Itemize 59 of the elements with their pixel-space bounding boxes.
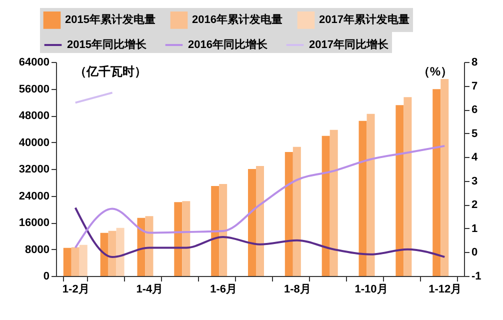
bar (100, 232, 108, 276)
bar (284, 152, 293, 276)
legend-label: 2015年累计发电量 (65, 13, 156, 26)
y2-tick-label: 6 (472, 104, 478, 116)
bar (145, 216, 154, 276)
bar (248, 169, 256, 276)
y-tick-label: 0 (43, 270, 50, 282)
y2-tick-label: 0 (472, 246, 478, 259)
y2-tick-label: 3 (472, 175, 478, 188)
y-tick-label: 24000 (18, 190, 50, 202)
bar (330, 130, 338, 276)
line-series (74, 144, 446, 249)
bar (79, 244, 88, 276)
bar (219, 184, 228, 276)
legend-label: 2017年同比增长 (309, 38, 390, 51)
x-tick-label: 1-4月 (136, 284, 164, 296)
y-tick-label: 64000 (18, 56, 50, 68)
bar (292, 146, 301, 276)
legend-label: 2017年累计发电量 (319, 13, 410, 26)
legend-label: 2015年同比增长 (67, 38, 148, 51)
x-tick-label: 1-10月 (354, 284, 388, 296)
bar (322, 136, 330, 276)
legend-label: 2016年累计发电量 (192, 13, 282, 26)
bar (71, 247, 80, 276)
legend-label: 2016年同比增长 (188, 38, 268, 51)
y2-tick-label: 5 (472, 128, 478, 140)
x-tick-label: 1-12月 (428, 284, 462, 296)
y2-tick-label: 8 (472, 56, 478, 68)
bar (182, 201, 190, 276)
bar (358, 120, 367, 276)
bar (174, 202, 182, 276)
y-tick-label: 32000 (18, 164, 50, 176)
bar (432, 89, 441, 276)
bar (404, 97, 412, 276)
y2-tick-label: -1 (472, 270, 482, 282)
bar (137, 218, 146, 276)
x-tick-label: 1-2月 (62, 284, 90, 296)
y2-tick-label: 7 (472, 80, 478, 92)
bar (211, 186, 220, 276)
bar (366, 114, 375, 276)
x-tick-label: 1-6月 (210, 284, 238, 296)
bar (440, 79, 449, 276)
bar (63, 248, 72, 276)
bar (108, 230, 116, 276)
bar (116, 228, 124, 276)
y2-tick-label: 4 (472, 152, 478, 164)
y-tick-label: 48000 (18, 110, 50, 122)
y-tick-label: 40000 (18, 136, 50, 149)
y2-tick-label: 1 (472, 222, 478, 235)
y-axis-title: （亿千瓦时） (74, 64, 146, 78)
y2-tick-label: 2 (472, 199, 478, 212)
bar (256, 166, 264, 276)
y-tick-label: 16000 (18, 217, 50, 229)
x-tick-label: 1-8月 (284, 284, 311, 296)
y2-axis-title: （%） (418, 64, 452, 78)
bar (396, 105, 404, 276)
line-series (74, 206, 446, 258)
y-tick-label: 8000 (25, 244, 50, 256)
y-tick-label: 56000 (18, 83, 50, 96)
